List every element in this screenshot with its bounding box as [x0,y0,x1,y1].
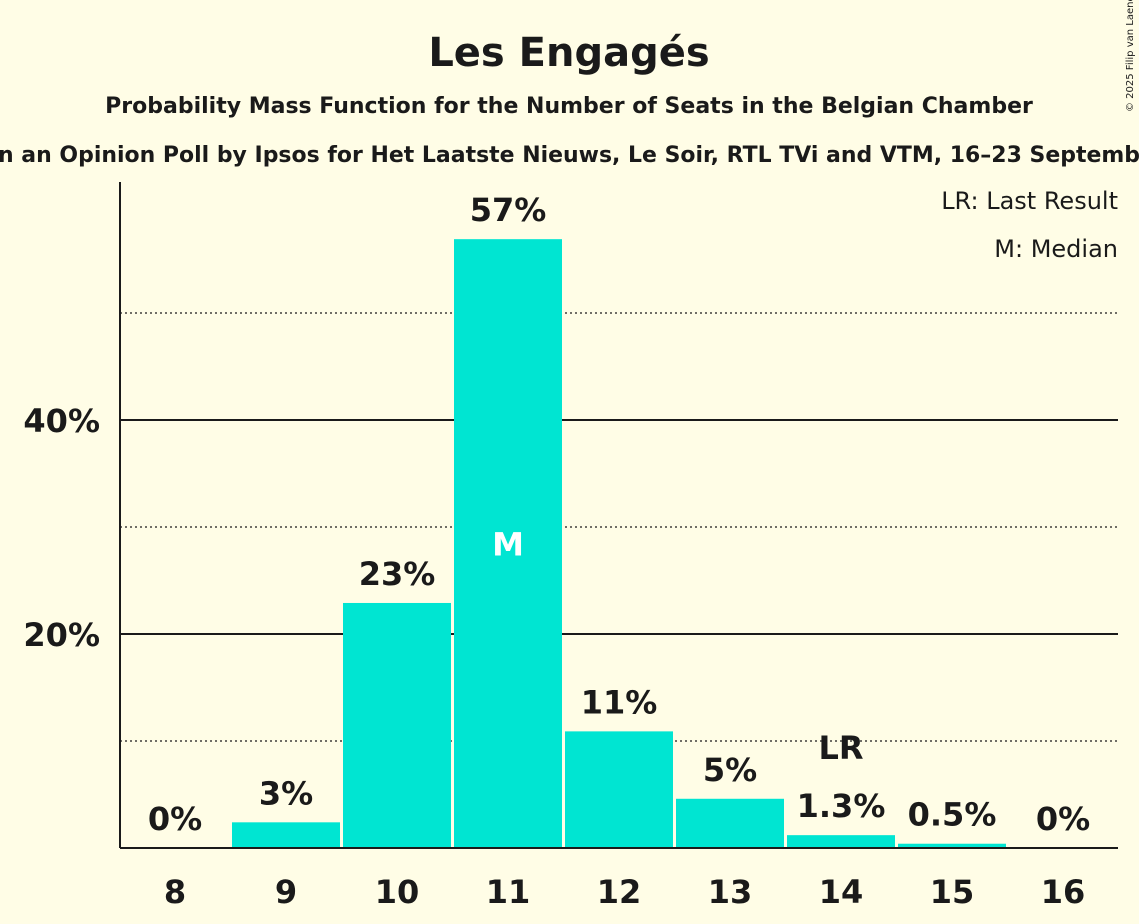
chart-subtitle-2: n an Opinion Poll by Ipsos for Het Laats… [0,143,1139,168]
legend-last-result: LR: Last Result [941,187,1118,215]
last-result-marker: LR [818,729,863,767]
chart-subtitle: Probability Mass Function for the Number… [105,94,1033,119]
bar-15 [898,843,1006,848]
bar-value-label: 5% [703,751,757,789]
bar-12 [565,731,673,848]
y-tick-label: 20% [23,616,100,654]
median-marker: M [492,526,524,564]
x-tick-label: 8 [164,873,186,911]
bar-value-label: 3% [259,774,313,812]
x-tick-label: 11 [486,873,531,911]
chart-title: Les Engagés [428,30,709,76]
x-tick-label: 9 [275,873,297,911]
x-tick-label: 16 [1041,873,1086,911]
bar-value-label: 1.3% [797,787,886,825]
bar-value-label: 11% [581,683,658,721]
x-tick-label: 13 [708,873,753,911]
x-tick-label: 10 [375,873,420,911]
bar-value-label: 57% [470,191,547,229]
bar-value-label: 23% [359,555,436,593]
legend-median: M: Median [994,235,1118,263]
bar-11 [454,239,562,849]
copyright: © 2025 Filip van Laenen [1125,0,1136,112]
bar-10 [343,602,451,848]
bar-value-label: 0.5% [908,796,997,834]
bar-14 [787,835,895,848]
bar-13 [676,798,784,848]
bar-value-label: 0% [1036,800,1090,838]
y-tick-label: 40% [23,402,100,440]
x-tick-label: 12 [597,873,642,911]
x-tick-label: 15 [930,873,975,911]
bar-value-label: 0% [148,800,202,838]
bar-9 [232,822,340,848]
x-tick-label: 14 [819,873,864,911]
